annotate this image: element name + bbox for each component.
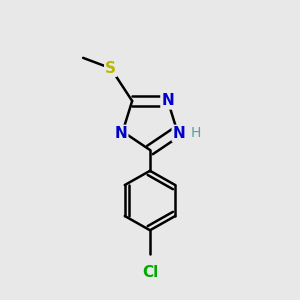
Text: Cl: Cl — [142, 265, 158, 280]
Text: S: S — [105, 61, 116, 76]
Text: N: N — [161, 94, 174, 109]
Text: N: N — [173, 126, 185, 141]
Text: H: H — [190, 126, 201, 140]
Text: N: N — [115, 126, 127, 141]
